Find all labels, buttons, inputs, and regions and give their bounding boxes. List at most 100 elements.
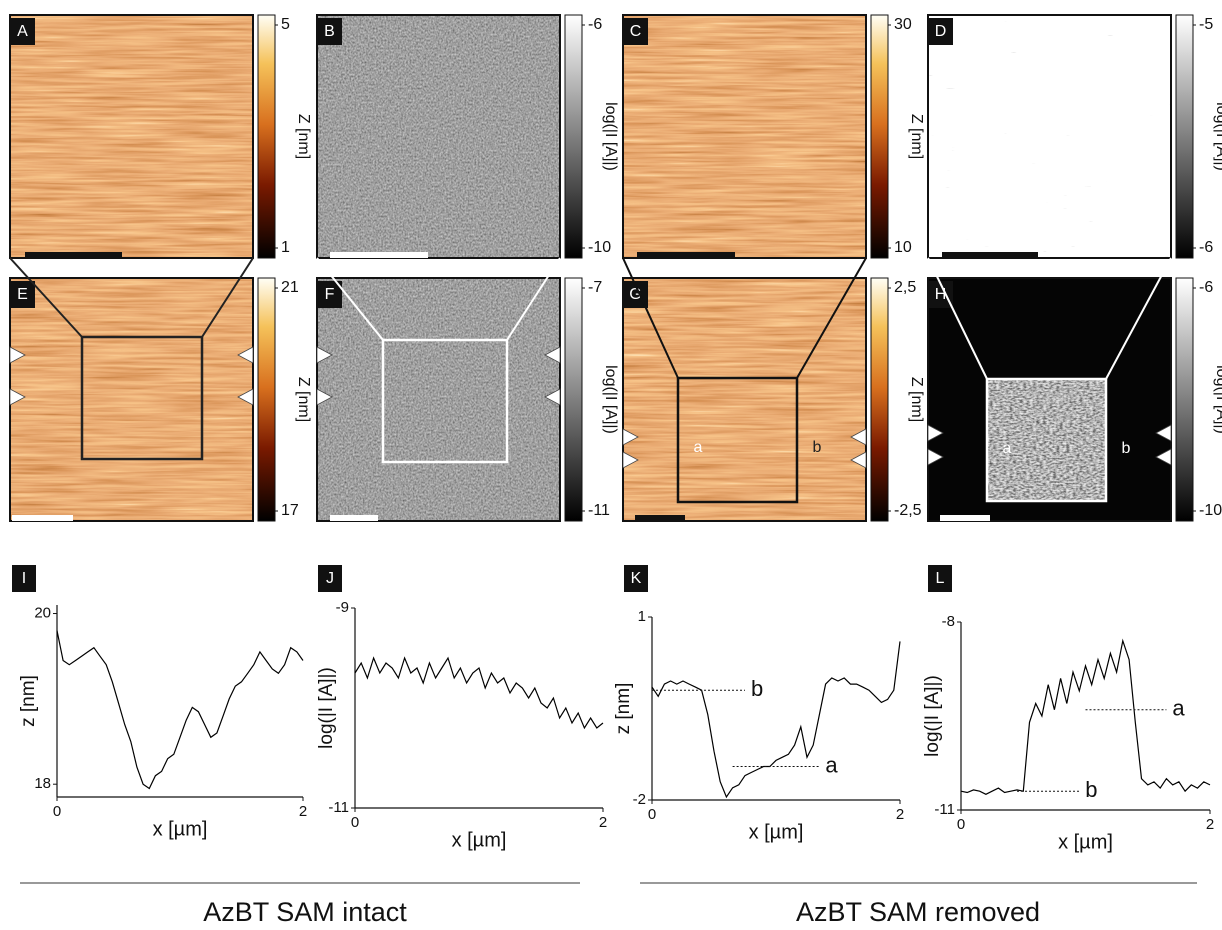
colorbar-tick-label: -10 [588, 239, 611, 256]
arrow-marker [544, 388, 561, 406]
colorbar [257, 277, 276, 522]
colorbar-tick-label: 21 [281, 279, 299, 296]
x-tick-label: 0 [351, 814, 359, 831]
image-frame [9, 14, 254, 259]
colorbar-tick-label: -5 [1199, 16, 1213, 33]
scan-square [80, 335, 204, 461]
scan-square [381, 338, 509, 464]
colorbar-tick-label: -6 [1199, 279, 1213, 296]
colorbar [1175, 14, 1194, 259]
x-axis-label: x [µm] [749, 821, 804, 843]
panel-label: F [325, 286, 335, 303]
profile-line [354, 656, 604, 730]
y-axis-label: log(|I [A]|) [316, 667, 337, 749]
x-tick-label: 2 [896, 806, 904, 823]
level-label: b [751, 676, 763, 701]
image-panel: A 5 1 Z [nm] [9, 14, 312, 259]
panel-label-box [317, 18, 342, 45]
image-frame [622, 277, 867, 522]
x-axis-label: x [µm] [1058, 831, 1113, 853]
arrow-marker [316, 346, 333, 364]
arrow-marker [622, 428, 639, 446]
image-panel: B -6 -10 log(|I [A]|) [316, 14, 619, 259]
colorbar-title: Z [nm] [908, 114, 925, 159]
scale-bar [330, 515, 378, 521]
panel-label: C [630, 23, 642, 40]
colorbar [870, 277, 889, 522]
panel-label-box [624, 565, 648, 592]
zoom-line [201, 257, 254, 338]
scan-region [987, 379, 1106, 501]
colorbar-tick-label: -6 [1199, 239, 1213, 256]
panel-label-box [623, 18, 648, 45]
panel-label: J [326, 570, 334, 587]
panel-label-box [928, 565, 952, 592]
panel-label: K [631, 570, 642, 587]
arrow-marker [927, 448, 944, 466]
image-panel: a b H -6 -10 log(|I [A]|) [927, 277, 1222, 522]
y-axis-label: log(|I [A]|) [922, 675, 943, 757]
afm-image [317, 15, 560, 258]
arrow-marker [850, 451, 867, 469]
y-tick-label: 20 [34, 605, 51, 622]
panel-label-box [318, 565, 342, 592]
zoom-line [1105, 257, 1172, 380]
panel-label: E [17, 286, 28, 303]
region-label: a [1003, 440, 1012, 457]
x-tick-label: 2 [1206, 816, 1214, 833]
afm-image [928, 15, 1171, 258]
colorbar-tick-label: 2,5 [894, 279, 916, 296]
y-tick-label: -9 [336, 599, 349, 616]
region-label: b [813, 439, 822, 456]
y-axis-label: z [nm] [613, 683, 634, 735]
arrow-marker [316, 388, 333, 406]
x-tick-label: 0 [648, 806, 656, 823]
colorbar-title: Z [nm] [295, 377, 312, 422]
y-tick-label: -11 [934, 801, 955, 818]
caption: AzBT SAM removed [796, 897, 1040, 927]
arrow-marker [237, 388, 254, 406]
image-panel: a bG 2,5-2,5Z [nm] [622, 277, 925, 522]
y-tick-label: 18 [34, 775, 51, 792]
image-panel: D -5 -6 log(|I [A]|) [927, 14, 1222, 259]
colorbar-tick-label: 10 [894, 239, 912, 256]
panel-label: H [935, 286, 947, 303]
afm-image [623, 278, 866, 521]
profile-line [960, 638, 1211, 795]
y-axis-label: z [nm] [18, 675, 39, 727]
arrow-marker [237, 346, 254, 364]
colorbar [564, 14, 583, 259]
panel-label: L [936, 570, 945, 587]
afm-image [317, 278, 560, 521]
colorbar-tick-label: 1 [281, 239, 290, 256]
image-frame [927, 277, 1172, 522]
colorbar-title: log(|I [A]|) [1213, 365, 1222, 434]
image-frame [316, 14, 561, 259]
zoom-line [506, 257, 561, 341]
x-axis-label: x [µm] [452, 829, 507, 851]
x-axis-label: x [µm] [153, 818, 208, 840]
scale-bar [330, 252, 428, 258]
scale-bar [12, 515, 73, 521]
x-tick-label: 0 [957, 816, 965, 833]
level-label: a [825, 752, 838, 777]
colorbar [870, 14, 889, 259]
level-label: b [1085, 777, 1097, 802]
colorbar-tick-label: -7 [588, 279, 602, 296]
scale-bar [637, 252, 735, 258]
x-tick-label: 2 [299, 803, 307, 820]
colorbar-title: log(|I [A]|) [1213, 102, 1222, 171]
panel-label: D [935, 23, 947, 40]
caption: AzBT SAM intact [203, 897, 407, 927]
scale-bar [25, 252, 122, 258]
arrow-marker [1155, 448, 1172, 466]
colorbar-tick-label: -6 [588, 16, 602, 33]
panel-label-box [317, 281, 342, 308]
y-tick-label: -11 [328, 799, 349, 816]
colorbar-tick-label: -10 [1199, 502, 1222, 519]
panel-label: I [22, 570, 26, 587]
profile-line [56, 630, 304, 790]
panel-label-box [928, 18, 953, 45]
arrow-marker [544, 346, 561, 364]
scan-square [676, 376, 799, 504]
